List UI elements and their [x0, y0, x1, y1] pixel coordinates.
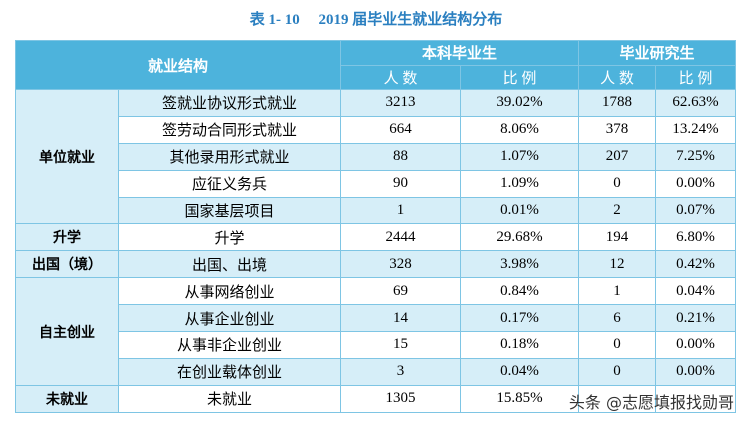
data-row: 应征义务兵 90 1.09% 0 0.00% — [16, 169, 737, 198]
item-cell: 签劳动合同形式就业 — [117, 115, 342, 144]
value-cell: 1.07% — [460, 142, 580, 171]
value-cell: 29.68% — [460, 223, 580, 252]
data-row: 单位就业 签就业协议形式就业 3213 39.02% 1788 62.63% — [15, 88, 737, 225]
value-cell: 0.84% — [460, 277, 580, 306]
value-cell: 90 — [340, 169, 462, 198]
value-cell: 1 — [578, 277, 657, 306]
item-cell: 从事网络创业 — [117, 277, 342, 306]
data-row: 自主创业 从事网络创业 69 0.84% 1 0.04% — [15, 277, 737, 386]
header-cell: 就业结构 — [14, 40, 342, 90]
watermark: 头条 @志愿填报找勋哥 — [568, 393, 734, 412]
header-cell: 人 数 — [578, 64, 657, 90]
value-cell: 0.00% — [655, 357, 737, 386]
value-cell: 0.07% — [655, 196, 737, 225]
item-cell: 从事非企业创业 — [117, 331, 342, 359]
value-cell — [578, 384, 657, 413]
table: 就业结构 本科毕业生 毕业研究生 人 数 比 例 人 数 比 例 单位就业 签就业… — [14, 40, 737, 413]
table-body: 就业结构 本科毕业生 毕业研究生 人 数 比 例 人 数 比 例 单位就业 签就业… — [14, 40, 737, 413]
value-cell: 15 — [340, 331, 462, 359]
value-cell: 0 — [578, 169, 657, 198]
value-cell: 1 — [340, 196, 462, 225]
value-cell: 62.63% — [655, 89, 737, 117]
header-cell: 人 数 — [340, 64, 462, 90]
value-cell: 0 — [578, 357, 657, 386]
value-cell: 15.85% — [460, 384, 580, 413]
value-cell: 0.17% — [460, 304, 580, 333]
header-cell: 比 例 — [655, 64, 737, 90]
value-cell: 13.24% — [655, 115, 737, 144]
value-cell — [655, 384, 737, 413]
value-cell: 0.21% — [655, 304, 737, 333]
header-cell: 本科毕业生 — [340, 40, 580, 66]
data-row: 升学 升学 2444 29.68% 194 6.80% — [15, 223, 737, 252]
value-cell: 664 — [340, 115, 462, 144]
item-cell: 签就业协议形式就业 — [117, 89, 342, 117]
data-row: 在创业载体创业 3 0.04% 0 0.00% — [16, 357, 737, 386]
header-row: 就业结构 本科毕业生 毕业研究生 — [14, 40, 737, 90]
value-cell: 207 — [578, 142, 657, 171]
value-cell: 0.00% — [655, 331, 737, 359]
value-cell: 8.06% — [460, 115, 580, 144]
group-cell: 自主创业 — [15, 277, 119, 386]
title: 表 1- 10 2019 届毕业生就业结构分布 — [249, 12, 503, 28]
value-cell: 328 — [340, 250, 462, 279]
data-row: 从事非企业创业 15 0.18% 0 0.00% — [16, 331, 737, 359]
item-cell: 出国、出境 — [117, 250, 342, 279]
value-cell: 2 — [578, 196, 657, 225]
data-row: 国家基层项目 1 0.01% 2 0.07% — [16, 196, 737, 225]
group-cell: 升学 — [15, 223, 119, 252]
value-cell: 0 — [578, 331, 657, 359]
group-cell: 未就业 — [15, 384, 119, 413]
value-cell: 69 — [340, 277, 462, 306]
data-row: 其他录用形式就业 88 1.07% 207 7.25% — [16, 142, 737, 171]
value-cell: 378 — [578, 115, 657, 144]
group-cell: 出国（境） — [15, 250, 119, 279]
value-cell: 3213 — [340, 89, 462, 117]
value-cell: 0.04% — [460, 357, 580, 386]
value-cell: 3.98% — [460, 250, 580, 279]
header-cell: 毕业研究生 — [578, 40, 737, 66]
value-cell: 3 — [340, 357, 462, 386]
value-cell: 88 — [340, 142, 462, 171]
group-cell: 单位就业 — [15, 88, 119, 225]
data-row: 未就业 未就业 1305 15.85% — [15, 384, 737, 413]
item-cell: 国家基层项目 — [117, 196, 342, 225]
value-cell: 7.25% — [655, 142, 737, 171]
item-cell: 应征义务兵 — [117, 169, 342, 198]
item-cell: 从事企业创业 — [117, 304, 342, 333]
data-row: 出国（境） 出国、出境 328 3.98% 12 0.42% — [15, 250, 737, 279]
header-cell: 比 例 — [460, 64, 580, 90]
value-cell: 0.04% — [655, 277, 737, 306]
value-cell: 6 — [578, 304, 657, 333]
value-cell: 1305 — [340, 384, 462, 413]
value-cell: 14 — [340, 304, 462, 333]
item-cell: 其他录用形式就业 — [117, 142, 342, 171]
item-cell: 在创业载体创业 — [117, 357, 342, 386]
data-row: 签劳动合同形式就业 664 8.06% 378 13.24% — [16, 115, 737, 144]
value-cell: 0.42% — [655, 250, 737, 279]
value-cell: 2444 — [340, 223, 462, 252]
item-cell: 未就业 — [117, 384, 342, 413]
data-row: 从事企业创业 14 0.17% 6 0.21% — [16, 304, 737, 333]
item-cell: 升学 — [117, 223, 342, 252]
value-cell: 6.80% — [655, 223, 737, 252]
value-cell: 12 — [578, 250, 657, 279]
value-cell: 0.01% — [460, 196, 580, 225]
header-row: 人 数 比 例 人 数 比 例 — [16, 64, 737, 90]
value-cell: 1.09% — [460, 169, 580, 198]
value-cell: 194 — [578, 223, 657, 252]
value-cell: 39.02% — [460, 89, 580, 117]
value-cell: 0.00% — [655, 169, 737, 198]
value-cell: 0.18% — [460, 331, 580, 359]
value-cell: 1788 — [578, 89, 657, 117]
